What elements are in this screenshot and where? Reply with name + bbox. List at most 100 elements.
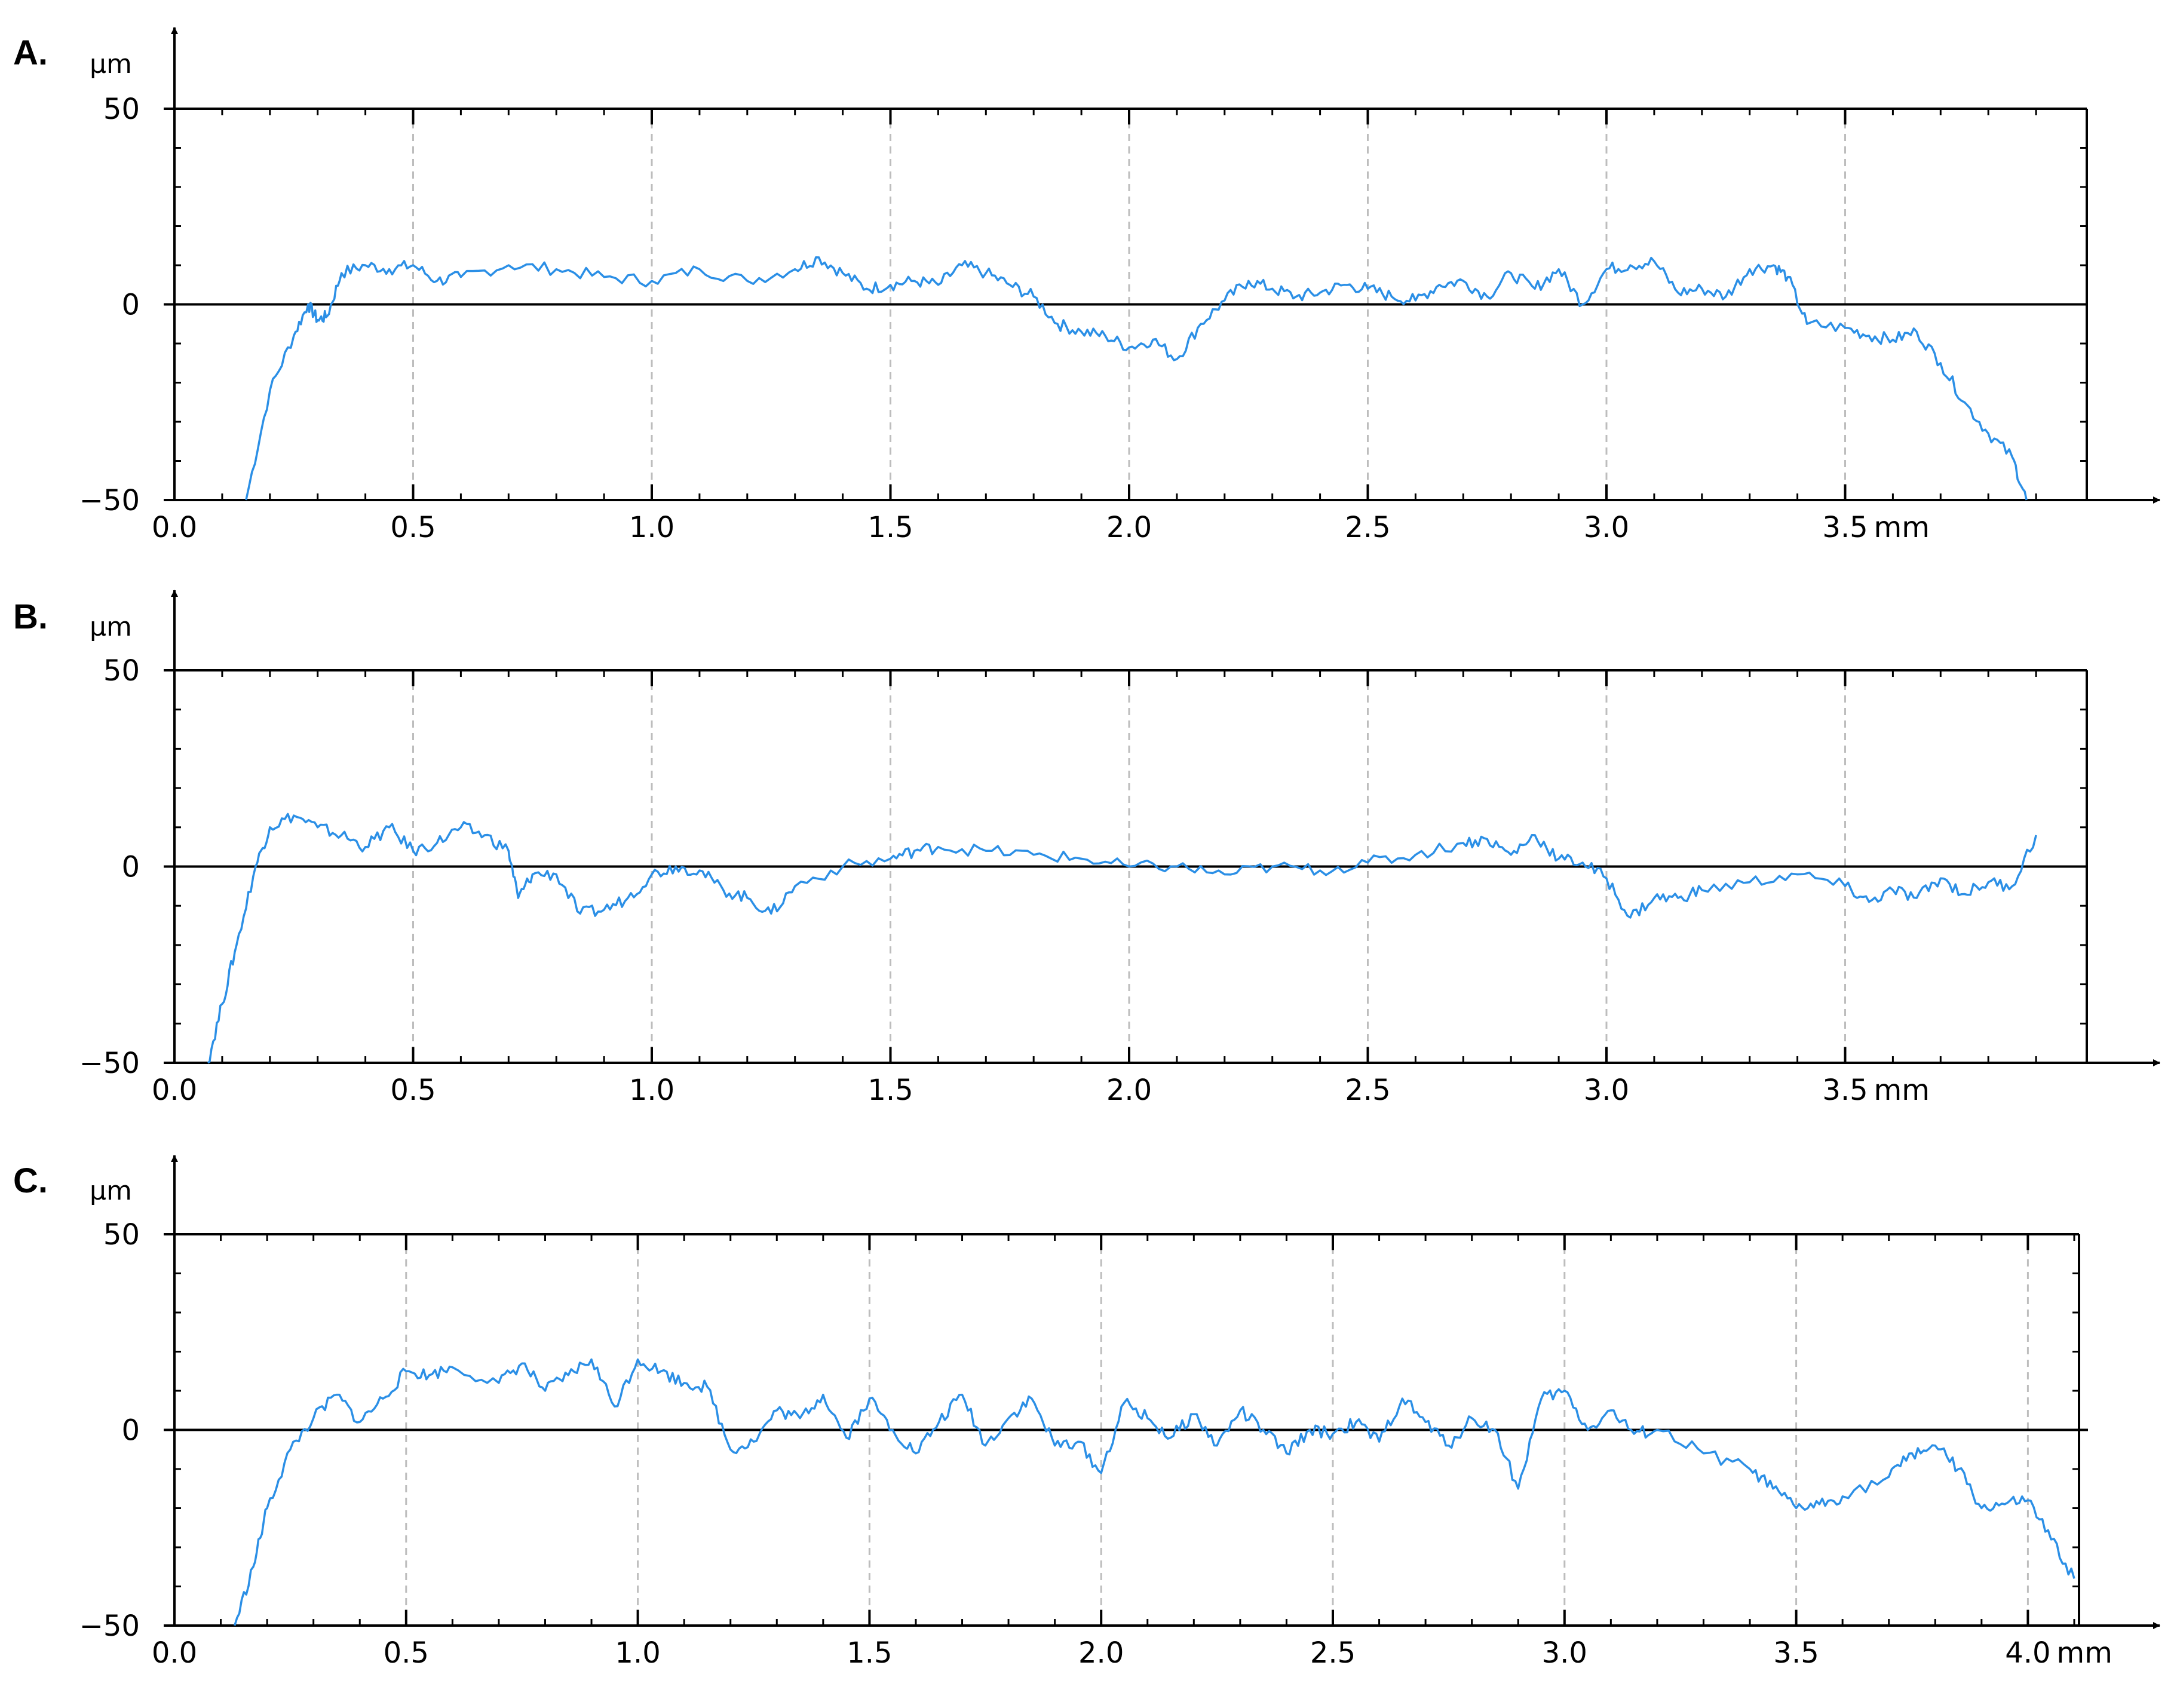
profile-point xyxy=(1367,287,1369,290)
x-tick-label: 0.0 xyxy=(152,1636,197,1670)
profile-point xyxy=(746,897,749,899)
profile-point xyxy=(651,873,653,876)
profile-point xyxy=(1032,854,1035,856)
x-unit-label: mm xyxy=(1874,1074,1930,1107)
profile-point xyxy=(961,264,963,266)
profile-point xyxy=(1534,834,1536,836)
profile-point xyxy=(1787,276,1789,278)
y-tick-label: −50 xyxy=(79,1047,140,1080)
profile-point xyxy=(293,335,295,337)
profile-point xyxy=(289,1448,292,1451)
x-tick-label: 0.5 xyxy=(384,1636,429,1670)
profile-point xyxy=(307,303,309,306)
profile-point xyxy=(1216,1445,1218,1447)
profile-point xyxy=(1128,346,1130,349)
profile-point xyxy=(326,315,329,317)
panel-label: B. xyxy=(13,597,48,636)
x-tick-label: 0.5 xyxy=(390,511,436,544)
profile-point xyxy=(1007,1417,1010,1419)
profile-point xyxy=(1844,327,1847,329)
profile-point xyxy=(498,1382,500,1384)
profile-point xyxy=(317,319,319,321)
profile-point xyxy=(1295,295,1298,298)
profile-point xyxy=(1677,292,1679,294)
profile-point xyxy=(961,1394,964,1396)
x-unit-label: mm xyxy=(2056,1636,2112,1670)
profile-point xyxy=(579,912,581,915)
profile-point xyxy=(985,272,987,274)
x-tick-label: 0.0 xyxy=(152,1074,197,1107)
profile-point xyxy=(341,272,343,274)
profile-point xyxy=(451,1366,453,1369)
profile-point xyxy=(866,287,868,290)
profile-point xyxy=(1605,268,1608,271)
profile-point xyxy=(985,850,987,852)
profile-point xyxy=(1939,877,1942,879)
y-tick-label: 50 xyxy=(103,93,140,126)
profile-point xyxy=(1285,1452,1287,1455)
profile-point xyxy=(627,897,629,899)
panel-label: A. xyxy=(13,33,48,72)
profile-point xyxy=(1056,323,1059,325)
profile-point xyxy=(799,1417,801,1419)
profile-point xyxy=(234,1624,236,1627)
profile-point xyxy=(937,284,939,286)
profile-point xyxy=(412,850,415,852)
profile-point xyxy=(915,1452,917,1455)
profile-point xyxy=(1438,284,1440,286)
profile-point xyxy=(698,869,701,872)
y-tick-label: 50 xyxy=(103,1218,140,1252)
profile-point xyxy=(1319,292,1321,294)
x-tick-label: 3.0 xyxy=(1542,1636,1587,1670)
x-tick-label: 1.5 xyxy=(867,511,913,544)
x-tick-label: 2.5 xyxy=(1345,511,1390,544)
profile-point xyxy=(1677,897,1679,899)
profile-point xyxy=(1749,268,1751,271)
profile-point xyxy=(1355,1421,1357,1423)
x-unit-label: mm xyxy=(1874,511,1930,544)
profile-point xyxy=(1605,877,1608,879)
profile-point xyxy=(1540,1397,1543,1400)
profile-point xyxy=(1471,1417,1473,1419)
profile-point xyxy=(1224,299,1226,302)
x-tick-label: 3.5 xyxy=(1822,1074,1868,1107)
y-unit-label: µm xyxy=(90,612,132,642)
profile-point xyxy=(269,826,271,829)
profile-point xyxy=(1414,854,1416,856)
profile-point xyxy=(1308,1429,1311,1431)
profile-point xyxy=(683,1382,685,1384)
profile-point xyxy=(358,1421,361,1423)
profile-point xyxy=(651,280,653,282)
profile-point xyxy=(335,1394,338,1396)
profile-point xyxy=(822,1394,824,1396)
profile-point xyxy=(637,1359,639,1361)
profile-point xyxy=(1557,857,1560,860)
profile-point xyxy=(1104,335,1106,337)
profile-point xyxy=(521,1362,523,1364)
profile-point xyxy=(937,846,939,848)
profile-point xyxy=(1987,433,1989,435)
y-unit-label: µm xyxy=(90,49,132,79)
profile-point xyxy=(235,944,238,946)
profile-point xyxy=(1262,1429,1265,1431)
y-tick-label: 0 xyxy=(121,289,140,322)
x-tick-label: 3.0 xyxy=(1584,511,1629,544)
profile-point xyxy=(1271,287,1274,290)
profile-point xyxy=(459,826,462,829)
profile-point xyxy=(382,1397,384,1400)
profile-point xyxy=(1749,1468,1751,1470)
profile-point xyxy=(1414,299,1416,302)
profile-chart-3: C. µm 0.0 0.5 1.0 1.5 2.0 2.5 3.0 3.5 4.0 mm 50 0 −50 xyxy=(13,1155,2160,1670)
profile-point xyxy=(1152,338,1154,341)
profile-point xyxy=(842,866,844,868)
profile-point xyxy=(388,268,391,271)
profile-point xyxy=(1702,1452,1704,1455)
y-tick-label: 50 xyxy=(103,654,140,688)
profile-point xyxy=(891,1429,894,1431)
profile-point xyxy=(1957,1468,1960,1470)
profile-point xyxy=(1915,897,1918,899)
profile-point xyxy=(1934,1445,1936,1447)
profile-point xyxy=(507,264,510,266)
profile-line xyxy=(234,1358,2075,1626)
profile-point xyxy=(1891,889,1894,891)
